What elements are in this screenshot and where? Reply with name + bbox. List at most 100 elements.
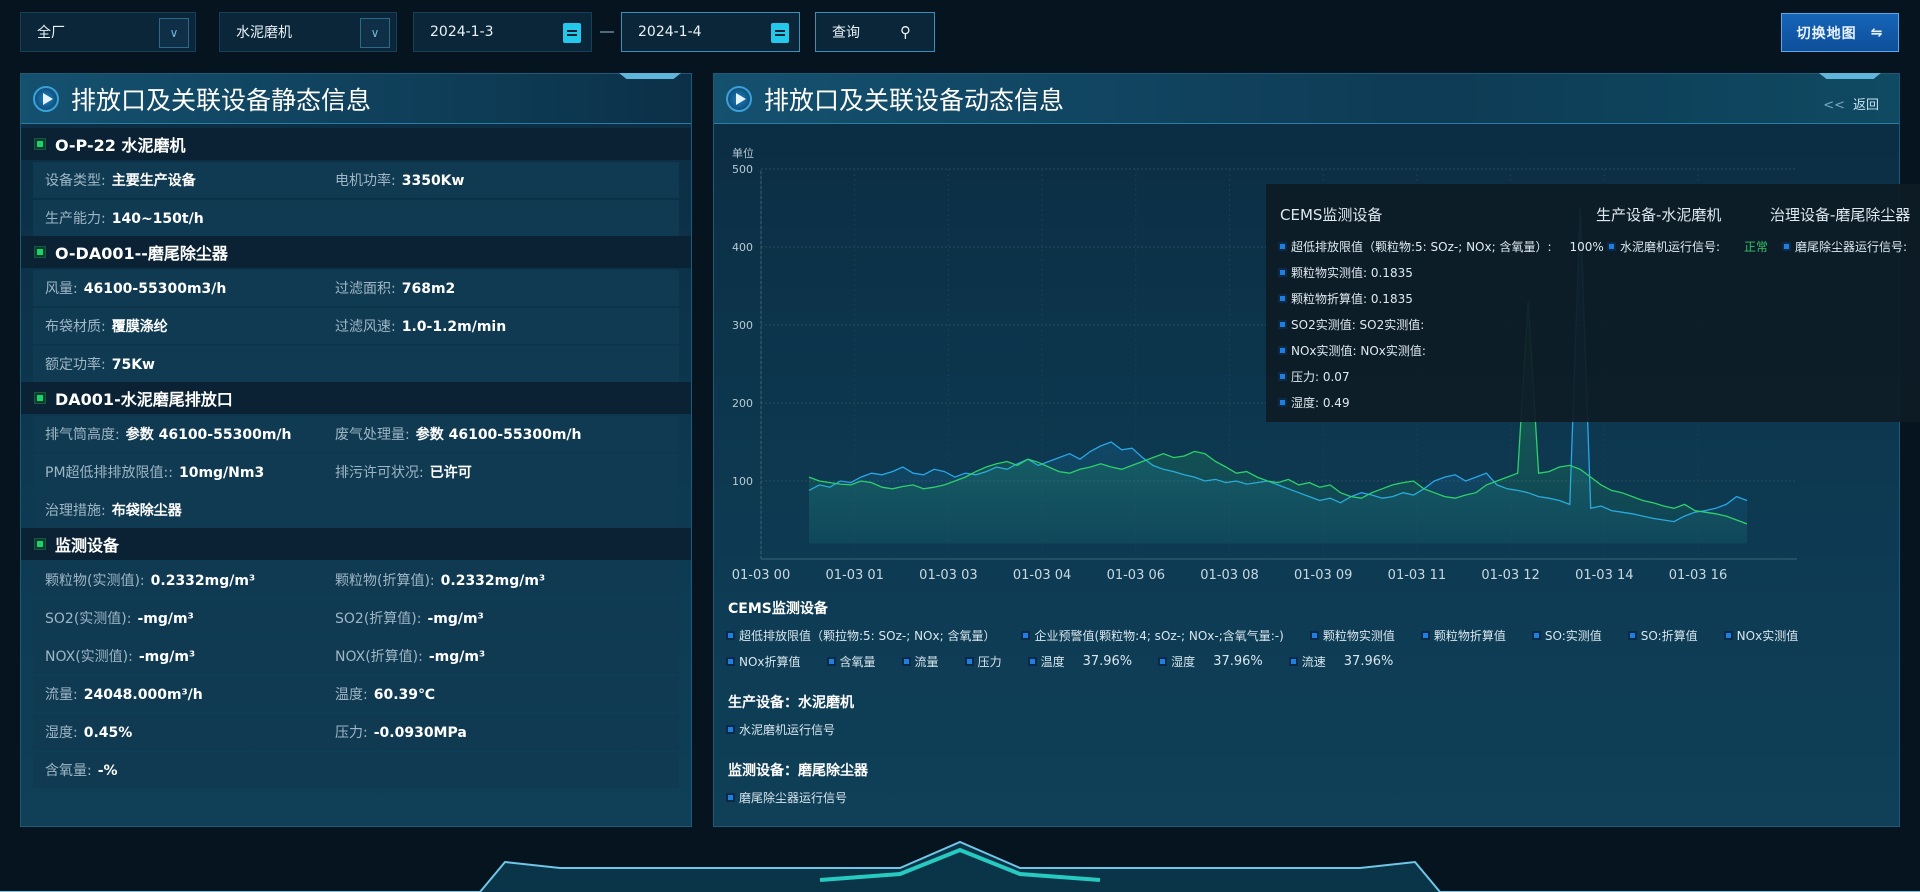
info-field: 废气处理量: 参数 46100-55300m/h (323, 424, 581, 444)
info-field: 额定功率: 75Kw (33, 354, 323, 374)
bullet-icon (1309, 631, 1319, 640)
section-header: O-DA001--磨尾除尘器 (21, 236, 691, 268)
info-row: PM超低排排放限值:: 10mg/Nm3 排污许可状况: 已许可 (33, 454, 679, 490)
field-value: -mg/m³ (137, 611, 194, 627)
legend-item-label: 压力 (977, 655, 1002, 669)
legend-item-label: 温度 (1040, 655, 1065, 669)
calendar-icon[interactable] (563, 23, 581, 43)
equipment-select[interactable]: 水泥磨机 ∨ (219, 12, 397, 52)
back-icon: << (1823, 98, 1845, 113)
bullet-icon (1288, 657, 1298, 666)
tooltip-production-title: 生产设备-水泥磨机 (1596, 206, 1722, 224)
y-tick-label: 300 (732, 319, 753, 332)
legend-item[interactable]: 企业预警值(颗粒物:4; sOz-; NOx-;含氧气量:-) (1021, 627, 1284, 644)
field-label: 电机功率: (335, 173, 396, 189)
query-button[interactable]: 查询 ⚲ (815, 12, 935, 52)
legend-item-label: 超低排放限值（颗拉物:5: SOz-; NOx; 含氧量） (739, 629, 996, 643)
info-field: 生产能力: 140~150t/h (33, 208, 323, 228)
bullet-icon (1278, 320, 1287, 329)
legend-item[interactable]: 压力 (964, 653, 1002, 670)
bullet-icon (1607, 242, 1616, 251)
x-tick-label: 01-03 04 (1013, 568, 1071, 583)
calendar-icon[interactable] (771, 23, 789, 43)
field-value: -mg/m³ (428, 649, 486, 665)
field-label: 压力: (335, 725, 368, 741)
legend-item[interactable]: NOx折算值 (726, 653, 801, 670)
bullet-icon (1278, 268, 1287, 277)
info-row: NOX(实测值): -mg/m³ NOX(折算值): -mg/m³ (33, 638, 679, 674)
info-field: 排气筒高度: 参数 46100-55300m/h (33, 424, 323, 444)
legend-item[interactable]: 超低排放限值（颗拉物:5: SOz-; NOx; 含氧量） (726, 627, 996, 644)
x-tick-label: 01-03 01 (825, 568, 883, 583)
legend-item[interactable]: 流量 (901, 653, 939, 670)
legend-item[interactable]: 磨尾除尘器运行信号 (726, 789, 847, 806)
bullet-icon (726, 631, 735, 640)
legend-item[interactable]: 颗粒物实测值 (1309, 627, 1395, 644)
factory-select[interactable]: 全厂 ∨ (20, 12, 196, 52)
legend-item[interactable]: 颗粒物折算值 (1420, 627, 1506, 644)
section-title: DA001-水泥磨尾排放口 (55, 390, 233, 409)
field-value: 60.39℃ (373, 687, 435, 703)
tooltip-item: 湿度: 0.49 (1278, 394, 1350, 411)
footer-decoration (0, 840, 1920, 892)
field-value: 75Kw (111, 357, 155, 373)
bullet-icon (1531, 631, 1541, 640)
legend-item-label: 颗粒物实测值 (1322, 629, 1395, 643)
legend-item[interactable]: 含氧量 (826, 653, 876, 670)
tooltip-treatment-item: 磨尾除尘器运行信号:故障 (1782, 238, 1920, 255)
field-value: 0.45% (83, 725, 133, 741)
legend-item-label: 流量 (914, 655, 939, 669)
legend-item[interactable]: 流速 37.96% (1288, 653, 1393, 670)
info-field: SO2(实测值): -mg/m³ (33, 608, 323, 628)
legend-item-label: 含氧量 (839, 655, 876, 669)
tooltip-production-item: 水泥磨机运行信号: 正常 (1607, 238, 1768, 255)
x-tick-label: 01-03 09 (1294, 568, 1352, 583)
field-value: 46100-55300m3/h (83, 281, 227, 297)
legend-item[interactable]: SO:实测值 (1531, 627, 1602, 644)
field-label: 湿度: (45, 725, 78, 741)
x-tick-label: 01-03 08 (1200, 568, 1258, 583)
legend-item[interactable]: NOx实测值 (1723, 627, 1799, 644)
switch-map-button[interactable]: 切换地图 ⇋ (1781, 13, 1899, 52)
tooltip-item: 超低排放限值（颗粒物:5: SOz-; NOx; 含氧量）: 100% (1278, 238, 1604, 255)
end-date-input[interactable]: 2024-1-4 (621, 12, 800, 52)
info-field: NOX(实测值): -mg/m³ (33, 646, 323, 666)
bullet-icon (726, 657, 735, 666)
tooltip-item: 颗粒物折算值: 0.1835 (1278, 290, 1413, 307)
legend-item-label: NOx实测值 (1736, 629, 1799, 643)
y-tick-label: 400 (732, 241, 753, 254)
switch-map-label: 切换地图 (1796, 25, 1857, 42)
legend-item[interactable]: 湿度 37.96% (1158, 653, 1263, 670)
field-value: 布袋除尘器 (111, 503, 182, 519)
legend-item-label: 流速 (1301, 655, 1326, 669)
info-row: 额定功率: 75Kw (33, 346, 679, 382)
tooltip-item: 压力: 0.07 (1278, 368, 1350, 385)
legend-item[interactable]: 水泥磨机运行信号 (726, 721, 835, 738)
equipment-select-value: 水泥磨机 (236, 25, 292, 41)
info-field: 过滤风速: 1.0-1.2m/min (323, 316, 506, 336)
bullet-icon (1278, 398, 1287, 407)
field-value: 覆膜涤纶 (111, 319, 168, 335)
field-label: 过滤风速: (335, 319, 396, 335)
back-button[interactable]: << 返回 (1823, 94, 1879, 113)
bullet-icon (964, 657, 974, 666)
chevron-down-icon[interactable]: ∨ (159, 18, 189, 48)
field-label: 颗粒物(实测值): (45, 573, 145, 589)
info-field: 排污许可状况: 已许可 (323, 462, 472, 482)
chevron-down-icon[interactable]: ∨ (360, 18, 390, 48)
legend-item[interactable]: SO:折算值 (1627, 627, 1698, 644)
play-icon (33, 85, 59, 112)
section-header: O-P-22 水泥磨机 (21, 128, 691, 160)
series-line (808, 301, 1748, 525)
legend-item[interactable]: 温度 37.96% (1027, 653, 1132, 670)
field-label: 含氧量: (45, 763, 92, 779)
field-value: -mg/m³ (427, 611, 484, 627)
info-field: 电机功率: 3350Kw (323, 170, 464, 190)
legend-item-label: 湿度 (1171, 655, 1196, 669)
info-field: 颗粒物(实测值): 0.2332mg/m³ (33, 570, 323, 590)
start-date-input[interactable]: 2024-1-3 (413, 12, 592, 52)
bullet-icon (1627, 631, 1637, 640)
section-header: DA001-水泥磨尾排放口 (21, 382, 691, 414)
field-value: 0.2332mg/m³ (440, 573, 546, 589)
info-row: 治理措施: 布袋除尘器 (33, 492, 679, 528)
